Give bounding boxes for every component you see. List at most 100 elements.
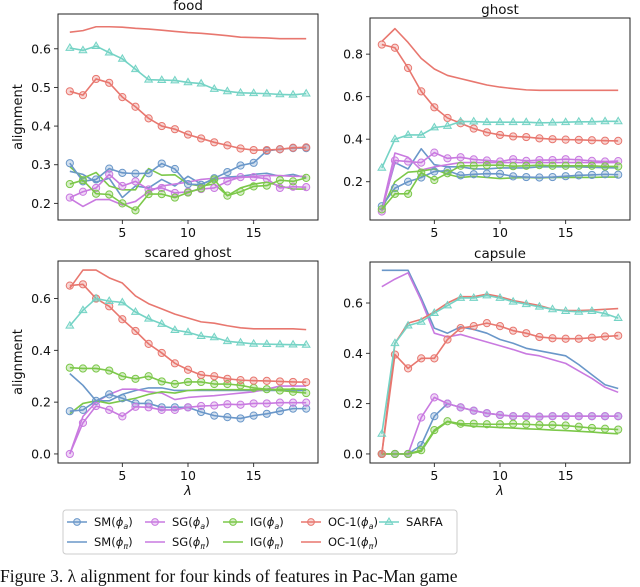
x-tick-label: 15	[558, 225, 574, 240]
data-point	[288, 177, 298, 186]
data-point	[249, 145, 258, 155]
subplot-ghost: ghost 5 10 15 0.2 0.4 0.6 0.8	[343, 2, 631, 240]
data-point	[614, 425, 623, 434]
data-point	[574, 306, 584, 315]
data-point	[469, 116, 479, 125]
series-SARFA	[377, 116, 623, 171]
data-point	[118, 92, 127, 102]
data-point	[417, 158, 426, 167]
y-tick-label: 0.0	[343, 446, 363, 461]
series-OC_pi	[381, 293, 619, 455]
series-line	[69, 78, 307, 151]
data-point	[390, 449, 400, 459]
series-SG_a	[65, 398, 311, 459]
series-line	[69, 366, 307, 394]
data-point	[469, 155, 478, 164]
y-tick-label: 0.3	[31, 157, 51, 172]
data-point	[223, 413, 232, 422]
data-point	[157, 159, 166, 168]
data-point	[275, 377, 285, 386]
data-point	[560, 306, 571, 314]
data-point	[495, 161, 505, 170]
data-point	[377, 449, 386, 459]
data-point	[614, 136, 623, 146]
data-point	[587, 423, 597, 433]
data-point	[249, 158, 258, 167]
data-point	[91, 74, 101, 84]
data-point	[403, 157, 413, 166]
data-point	[600, 136, 610, 145]
data-point	[522, 172, 531, 182]
y-tick-label: 0.4	[31, 343, 51, 358]
data-point	[521, 299, 531, 308]
series-line	[69, 283, 307, 383]
data-point	[236, 376, 245, 385]
data-point	[469, 170, 478, 179]
legend-marker	[384, 517, 394, 525]
series-SM_a	[377, 399, 623, 459]
data-point	[535, 332, 544, 342]
data-point	[288, 387, 298, 396]
subplot-capsule: capsule 5 10 15 0.0 0.2 0.4 0.6 λ	[343, 246, 631, 499]
data-point	[131, 374, 140, 383]
data-point	[249, 383, 258, 392]
data-point	[377, 205, 386, 214]
data-point	[235, 337, 246, 346]
data-point	[574, 135, 583, 144]
y-tick-label: 0.5	[31, 80, 51, 95]
data-point	[78, 91, 88, 100]
data-point	[235, 87, 246, 96]
data-point	[403, 189, 413, 198]
series-IG_a	[65, 363, 311, 398]
data-point	[65, 363, 74, 372]
legend-item-SM_pi: SM(ϕπ)	[67, 535, 133, 551]
data-point	[65, 407, 74, 416]
data-point	[495, 410, 505, 420]
data-point	[91, 183, 101, 193]
data-point	[522, 412, 531, 421]
data-point	[118, 372, 127, 381]
data-point	[183, 403, 193, 412]
data-point	[613, 313, 623, 321]
axes-frame	[57, 13, 319, 221]
y-tick-label: 0.6	[343, 296, 363, 311]
data-point	[105, 390, 114, 399]
data-point	[521, 117, 531, 126]
legend-phi: ϕ	[361, 515, 369, 529]
legend-label: SM(ϕa)	[94, 515, 133, 531]
series-SARFA	[377, 290, 623, 437]
data-point	[456, 403, 465, 412]
data-point	[403, 177, 413, 186]
data-point	[197, 134, 206, 143]
data-point	[157, 183, 166, 193]
data-point	[170, 125, 179, 134]
data-point	[495, 130, 505, 140]
data-point	[548, 155, 557, 165]
data-point	[249, 399, 258, 408]
data-point	[210, 379, 219, 389]
data-point	[522, 420, 531, 429]
data-point	[561, 155, 570, 164]
data-point	[614, 170, 623, 179]
y-tick-label: 0.2	[31, 196, 51, 211]
series-line	[381, 120, 619, 169]
data-point	[197, 370, 206, 380]
data-point	[443, 417, 452, 426]
legend-label: IG(ϕa)	[250, 515, 284, 531]
data-point	[600, 162, 610, 171]
data-point	[117, 297, 128, 306]
data-point	[377, 40, 386, 49]
data-point	[443, 399, 452, 408]
data-point	[443, 169, 452, 178]
data-point	[248, 88, 259, 97]
x-tick-label: 5	[430, 225, 438, 240]
data-point	[78, 176, 88, 185]
data-point	[65, 179, 74, 189]
data-point	[522, 329, 531, 338]
y-tick-label: 0.4	[31, 119, 51, 134]
data-point	[522, 161, 531, 170]
data-point	[443, 335, 452, 344]
data-point	[183, 327, 193, 336]
legend-subscript: π	[274, 542, 279, 551]
data-point	[560, 117, 571, 126]
